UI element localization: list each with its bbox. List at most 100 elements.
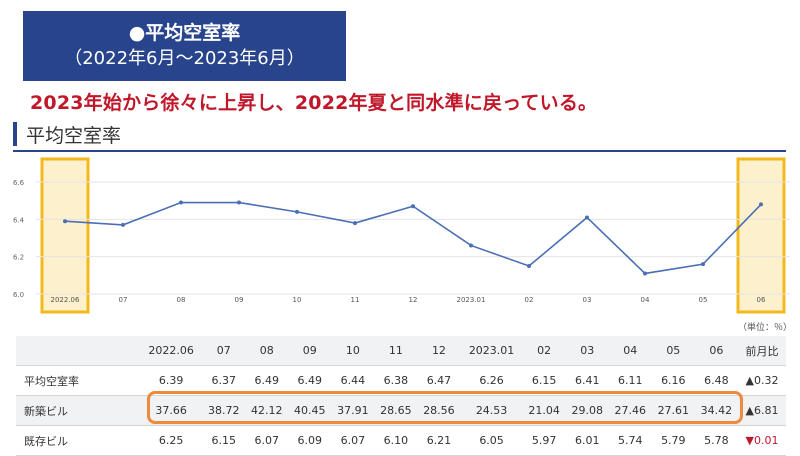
header-box: ●平均空室率 （2022年6月～2023年6月） (23, 11, 346, 81)
table-cell: 21.04 (522, 395, 566, 426)
table-row-average: 平均空室率 6.39 6.37 6.49 6.49 6.44 6.38 6.47… (16, 365, 786, 396)
table-cell: 37.66 (140, 395, 203, 426)
headline: 2023年始から徐々に上昇し、2022年夏と同水準に戻っている。 (30, 92, 598, 114)
table-header-cell: 07 (202, 336, 246, 366)
data-point (179, 200, 183, 205)
x-tick-label: 03 (583, 296, 592, 304)
x-tick-label: 07 (119, 296, 128, 304)
table-cell: 28.65 (374, 395, 418, 426)
table-cell: 6.44 (331, 365, 375, 396)
table-header-corner (16, 336, 140, 366)
table-header-row: 2022.06 07 08 09 10 11 12 2023.01 02 03 … (16, 336, 786, 366)
data-point (701, 262, 705, 267)
highlight-box (736, 157, 786, 314)
x-tick-label: 08 (177, 296, 186, 304)
table-cell: 6.15 (202, 425, 246, 456)
data-point (237, 200, 241, 205)
line-chart: 6.0 6.2 6.4 6.6 2022.06 07 08 09 10 11 12 2023.01 02… (13, 157, 790, 314)
table-cell: 34.42 (694, 395, 738, 426)
table-header-cell: 08 (245, 336, 289, 366)
table-cell: 6.38 (374, 365, 418, 396)
x-tick-label: 04 (641, 296, 650, 304)
y-tick-label: 6.0 (13, 291, 24, 299)
table-cell: 6.07 (331, 425, 375, 456)
table-cell: 6.16 (651, 365, 695, 396)
y-tick-label: 6.6 (13, 179, 25, 187)
y-tick-label: 6.4 (13, 216, 25, 224)
table-header-cell: 09 (288, 336, 332, 366)
table-cell: 27.61 (651, 395, 695, 426)
table-header-change: 前月比 (738, 336, 786, 366)
table-header-cell: 02 (522, 336, 566, 366)
table-cell: 27.46 (608, 395, 652, 426)
table-cell: 5.74 (608, 425, 652, 456)
y-tick-label: 6.2 (13, 254, 24, 262)
row-label: 平均空室率 (16, 365, 140, 396)
table-cell: 6.07 (245, 425, 289, 456)
row-label: 既存ビル (16, 425, 140, 456)
table-cell: 5.78 (694, 425, 738, 456)
table-header-cell: 12 (417, 336, 461, 366)
table-cell: 40.45 (288, 395, 332, 426)
header-title: ●平均空室率 (128, 22, 241, 44)
table-header-cell: 06 (694, 336, 738, 366)
row-label: 新築ビル (16, 395, 140, 426)
table-header-cell: 11 (374, 336, 418, 366)
data-point (527, 264, 531, 268)
table-header-cell: 03 (565, 336, 609, 366)
table-cell: 29.08 (565, 395, 609, 426)
table-cell: 24.53 (460, 395, 523, 426)
data-point (63, 219, 67, 224)
x-tick-label: 05 (699, 296, 708, 304)
table-cell: 6.21 (417, 425, 461, 456)
table-cell: 6.26 (460, 365, 523, 396)
table-cell: 6.09 (288, 425, 332, 456)
x-tick-label: 12 (409, 296, 418, 304)
table-cell: 38.72 (202, 395, 246, 426)
data-point (585, 215, 589, 220)
table-cell: 6.25 (140, 425, 203, 456)
table-header-cell: 2023.01 (460, 336, 523, 366)
data-point (469, 243, 473, 248)
x-tick-label: 2023.01 (457, 296, 486, 304)
section-title-text: 平均空室率 (26, 125, 122, 147)
table-cell: 6.49 (245, 365, 289, 396)
table-cell: 42.12 (245, 395, 289, 426)
section-title: 平均空室率 (13, 120, 786, 152)
highlight-box (40, 157, 90, 314)
table-cell: 6.15 (522, 365, 566, 396)
table-header-cell: 2022.06 (140, 336, 203, 366)
table-cell: 5.97 (522, 425, 566, 456)
data-point (121, 222, 125, 227)
change-cell: 0.32 (738, 365, 786, 396)
data-point (353, 221, 357, 226)
data-point (759, 202, 763, 207)
table-cell: 6.49 (288, 365, 332, 396)
series-line (64, 201, 762, 275)
table-cell: 6.48 (694, 365, 738, 396)
x-tick-label: 2022.06 (51, 296, 80, 304)
table-cell: 5.79 (651, 425, 695, 456)
table-cell: 37.91 (331, 395, 375, 426)
table-row-new-buildings: 新築ビル 37.66 38.72 42.12 40.45 37.91 28.65… (16, 395, 786, 426)
change-cell: 0.01 (738, 425, 786, 456)
x-tick-label: 11 (351, 296, 360, 304)
table-cell: 6.01 (565, 425, 609, 456)
x-tick-label: 10 (293, 296, 302, 304)
table-cell: 6.10 (374, 425, 418, 456)
table-header-cell: 10 (331, 336, 375, 366)
table-cell: 6.41 (565, 365, 609, 396)
x-tick-label: 09 (235, 296, 244, 304)
header-period: （2022年6月～2023年6月） (64, 48, 305, 69)
data-table: 2022.06 07 08 09 10 11 12 2023.01 02 03 … (16, 336, 786, 456)
table-cell: 28.56 (417, 395, 461, 426)
data-point (411, 204, 415, 209)
table-cell: 6.37 (202, 365, 246, 396)
table-cell: 6.05 (460, 425, 523, 456)
table-header-cell: 05 (651, 336, 695, 366)
unit-note: （単位：％） (738, 323, 793, 333)
table-cell: 6.47 (417, 365, 461, 396)
table-cell: 6.11 (608, 365, 652, 396)
table-header-cell: 04 (608, 336, 652, 366)
change-cell: 6.81 (738, 395, 786, 426)
